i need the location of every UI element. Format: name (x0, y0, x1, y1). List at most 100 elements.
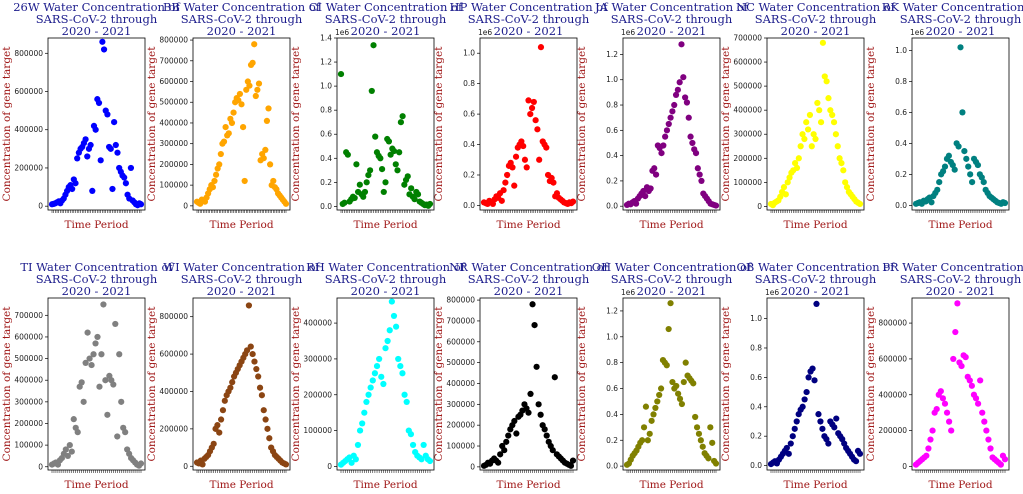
y-tick-label: 0.2 (895, 170, 907, 179)
data-point (821, 73, 828, 80)
y-tick-label: 400000 (159, 118, 188, 127)
data-point (376, 355, 383, 363)
y-tick-label: 400000 (878, 390, 907, 399)
y-tick-label: 200000 (733, 154, 762, 163)
panel-3: HP Water Concentration of SARS-CoV-2 thro… (433, 0, 608, 231)
data-point (282, 200, 290, 207)
data-point (256, 384, 264, 391)
data-point (696, 171, 703, 178)
y-axis-label: Concentration of gene target (433, 306, 445, 462)
data-point (218, 416, 225, 423)
panel-7: TI Water Concentration of SARS-CoV-2 thro… (1, 260, 173, 491)
y-tick-label: 600000 (733, 58, 762, 67)
data-point (680, 74, 687, 81)
y-tick-label: 0.0 (463, 201, 475, 210)
data-point (812, 135, 819, 143)
data-point (352, 456, 359, 463)
y-axis-label: Concentration of gene target (865, 306, 877, 462)
panel-title-line: PR Water Concentration of (882, 260, 1023, 274)
data-point (640, 424, 648, 431)
y-tick-label: 300000 (159, 139, 188, 148)
data-point (373, 362, 381, 370)
data-point (658, 149, 665, 157)
data-point (817, 119, 825, 126)
y-tick-label: 0 (902, 462, 907, 471)
data-point (925, 445, 932, 452)
data-point (987, 445, 994, 452)
data-point (84, 329, 91, 336)
data-point (814, 99, 821, 107)
data-point (512, 153, 520, 160)
data-point (943, 409, 951, 416)
data-point (983, 427, 990, 434)
data-point (112, 141, 119, 149)
panel-title-line: SARS-CoV-2 through (36, 12, 158, 26)
data-point (388, 298, 395, 305)
data-point (842, 179, 849, 186)
data-point (504, 171, 511, 179)
data-point (803, 388, 810, 396)
data-point (537, 44, 545, 51)
data-point (264, 425, 271, 432)
data-point (86, 355, 93, 362)
data-point (267, 161, 274, 168)
y-tick-label: 0.6 (463, 110, 475, 119)
data-point (805, 374, 812, 381)
data-point (370, 42, 377, 49)
y-tick-label: 0 (183, 462, 188, 471)
data-point (810, 131, 817, 138)
y-axis-label: Concentration of gene target (290, 46, 302, 202)
y-tick-label: 100000 (14, 441, 43, 450)
data-point (531, 322, 538, 329)
y-tick-label: 700000 (733, 34, 762, 43)
data-point (856, 200, 864, 208)
y-offset-label: 1e6 (910, 28, 924, 37)
data-point (100, 301, 107, 308)
panel-title-line: 2020 - 2021 (637, 284, 707, 298)
data-point (92, 340, 99, 347)
data-point (216, 161, 223, 168)
data-point (78, 379, 85, 386)
panel-title-line: SARS-CoV-2 through (325, 272, 447, 286)
y-axis-label: Concentration of gene target (1, 46, 13, 202)
panel-title-line: SARS-CoV-2 through (181, 12, 303, 26)
data-point (356, 427, 364, 434)
data-point (690, 380, 697, 387)
y-axis-label: Concentration of gene target (576, 46, 588, 202)
y-tick-label: 500000 (446, 358, 475, 367)
data-point (939, 395, 947, 402)
y-tick-label: 200000 (14, 163, 43, 172)
data-point (651, 165, 658, 172)
data-point (675, 390, 682, 397)
data-point (936, 179, 943, 186)
data-point (928, 199, 935, 206)
data-point (420, 441, 427, 449)
data-point (541, 426, 548, 433)
data-point (667, 300, 674, 307)
y-tick-label: 700000 (159, 56, 188, 65)
data-point (247, 343, 254, 350)
y-axis-label: Concentration of gene target (720, 306, 732, 462)
data-point (698, 177, 705, 185)
data-point (249, 59, 256, 66)
panel-title-line: BB Water Concentration of (163, 0, 321, 14)
data-point (253, 365, 260, 373)
data-point (642, 403, 650, 410)
data-point (683, 99, 691, 106)
data-point (236, 90, 244, 98)
data-point (212, 171, 220, 178)
data-point (533, 363, 540, 370)
data-point (62, 446, 69, 453)
data-point (495, 459, 502, 466)
data-point (112, 320, 119, 328)
data-point (527, 111, 534, 118)
panel-title: NC Water Concentration of SARS-CoV-2 thro… (736, 0, 896, 38)
panel-title-line: RH Water Concentration of (306, 260, 466, 274)
data-point (361, 409, 368, 416)
data-point (699, 443, 706, 450)
y-tick-label: 0.0 (606, 202, 618, 211)
panel-title: JA Water Concentration of SARS-CoV-2 thro… (594, 0, 749, 38)
panel-title-line: 2020 - 2021 (494, 24, 564, 38)
data-point (793, 418, 800, 425)
data-point (209, 184, 216, 191)
